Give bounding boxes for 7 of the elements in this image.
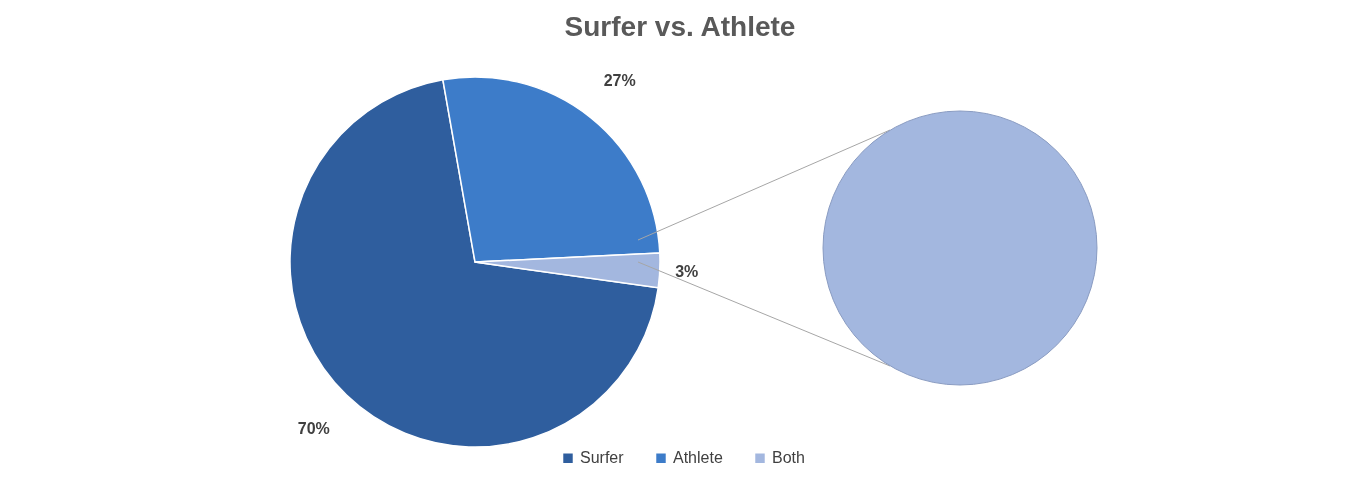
data-label: 3% bbox=[675, 262, 699, 280]
legend-label: Both bbox=[772, 449, 805, 467]
legend-label: Surfer bbox=[580, 449, 625, 467]
legend-label: Athlete bbox=[673, 449, 723, 467]
chart-title: Surfer vs. Athlete bbox=[564, 11, 796, 42]
data-label: 70% bbox=[297, 419, 330, 437]
data-label: 27% bbox=[603, 71, 636, 89]
